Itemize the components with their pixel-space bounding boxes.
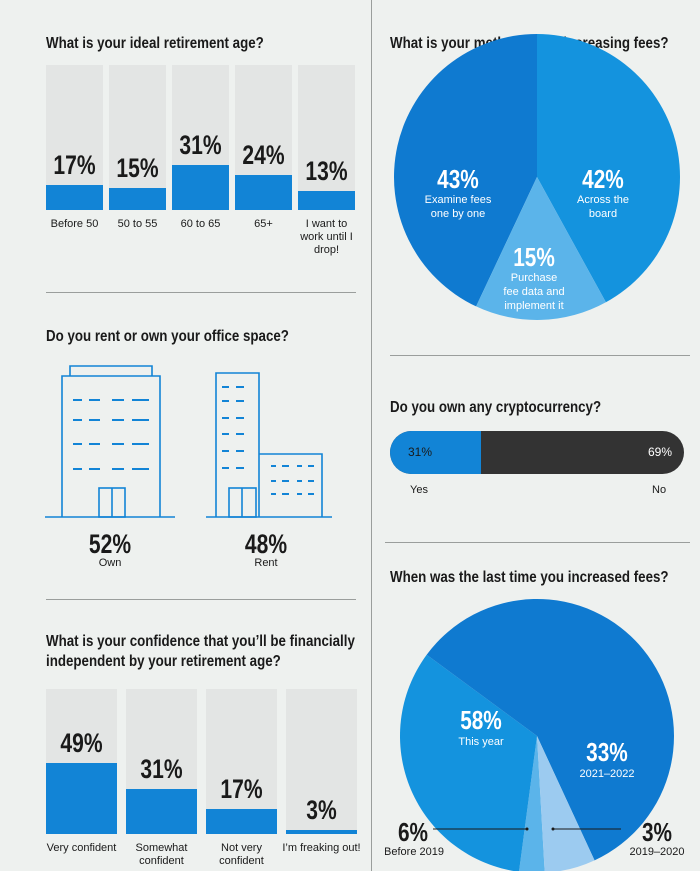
own-building-icon: [45, 365, 175, 518]
bar-category-label: Not very confident: [219, 842, 264, 867]
bar-column: 17%: [46, 65, 103, 210]
bar: [126, 789, 197, 834]
bar-category-label: 65+: [254, 218, 273, 230]
pie-slice: [476, 177, 606, 320]
bar-category-label: I’m freaking out!: [282, 842, 361, 854]
pie-slice-label: one by one: [431, 208, 485, 220]
bar-category-label: Before 50: [50, 218, 99, 230]
pie-slice: [519, 736, 545, 871]
bar-value-label: 31%: [179, 130, 222, 161]
bar: [298, 191, 355, 210]
pie-slice-label: board: [589, 208, 617, 220]
pie-slice-percent: 42%: [582, 165, 624, 194]
pie-slice: [426, 599, 674, 861]
crypto-title: Do you own any cryptocurrency?: [390, 399, 602, 416]
rent-label: Rent: [254, 557, 278, 569]
bar-column: 24%: [235, 65, 292, 210]
bar: [46, 762, 117, 834]
crypto-yes-label: Yes: [410, 484, 428, 496]
bar-value-label: 13%: [305, 156, 348, 187]
bar-category-label: 60 to 65: [180, 218, 221, 230]
office-title: Do you rent or own your office space?: [46, 328, 289, 345]
own-label: Own: [98, 557, 122, 569]
rent-percent: 48%: [244, 529, 288, 559]
pie-slice: [537, 736, 595, 871]
bar: [46, 185, 103, 210]
bar-category-label: Very confident: [46, 842, 117, 854]
pie-slice-label: implement it: [504, 300, 563, 312]
crypto-stacked-bar: 31% 69%: [390, 431, 684, 474]
bar-value-label: 3%: [306, 794, 337, 825]
pie-slice-percent: 33%: [586, 738, 628, 767]
pie-outside-label: Before 2019: [385, 846, 444, 858]
bar-value-label: 31%: [140, 754, 183, 785]
column-divider: [371, 0, 372, 871]
section-divider: [46, 599, 356, 600]
pie-slice: [537, 34, 680, 303]
pie-slice-percent: 58%: [460, 706, 502, 735]
pie-slice-label: Purchase: [511, 272, 557, 284]
bar-column: 49%: [46, 689, 117, 834]
pie-outside-percent: 3%: [642, 818, 672, 847]
bar: [172, 165, 229, 210]
bar-column: 31%: [172, 65, 229, 210]
bar: [206, 809, 277, 834]
fees-method-pie-chart: 43%Examine fees one by one 42%Across the bo…: [393, 34, 680, 320]
bar: [235, 175, 292, 210]
crypto-no-label: No: [652, 484, 667, 496]
own-percent: 52%: [88, 529, 132, 559]
bar-column: 13%: [298, 65, 355, 210]
bar: [109, 188, 166, 210]
bar: [286, 829, 357, 834]
bar-column: 17%: [206, 689, 277, 834]
bar-column: 31%: [126, 689, 197, 834]
bar-value-label: 17%: [220, 774, 263, 805]
bar-value-label: 17%: [53, 150, 96, 181]
section-divider: [46, 292, 356, 293]
crypto-yes-segment: [390, 431, 482, 474]
confidence-title-line2: independent by your retirement age?: [46, 653, 281, 670]
bar-category-label: I want to work until I drop!: [300, 218, 353, 256]
pie-slice-label: Examine fees: [425, 194, 492, 206]
bar-value-label: 15%: [116, 153, 159, 184]
retirement-title: What is your ideal retirement age?: [46, 35, 264, 52]
leader-dot: [551, 827, 555, 831]
rent-building-icon: [206, 372, 332, 518]
confidence-title-line1: What is your confidence that you’ll be f…: [46, 633, 355, 650]
pie-slice: [393, 34, 537, 307]
bar-value-label: 49%: [60, 727, 103, 758]
pie-slice-label: 2021–2022: [579, 768, 634, 780]
bar-category-label: Somewhat confident: [135, 842, 188, 867]
pie-outside-percent: 6%: [398, 818, 428, 847]
bar-column: 15%: [109, 65, 166, 210]
pie-slice-label: Across the: [577, 194, 629, 206]
pie-slice-percent: 43%: [437, 165, 479, 194]
pie-slice-label: fee data and: [503, 286, 564, 298]
pie-slice-label: This year: [458, 736, 504, 748]
leader-dot: [525, 827, 529, 831]
pie-slice-percent: 15%: [513, 243, 555, 272]
section-divider: [390, 355, 690, 356]
bar-category-label: 50 to 55: [117, 218, 158, 230]
bar-value-label: 24%: [242, 140, 285, 171]
bar-column: 3%: [286, 689, 357, 834]
last-increase-title: When was the last time you increased fee…: [390, 569, 669, 586]
pie-slice: [400, 654, 537, 871]
section-divider: [385, 542, 690, 543]
crypto-yes-percent: 31%: [408, 445, 433, 459]
pie-outside-label: 2019–2020: [629, 846, 684, 858]
last-increase-pie-chart: 58%This year 33%2021–2022 6%Before 2019 3%2…: [385, 599, 685, 871]
crypto-no-percent: 69%: [647, 445, 672, 459]
